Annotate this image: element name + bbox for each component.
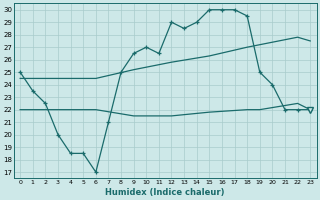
X-axis label: Humidex (Indice chaleur): Humidex (Indice chaleur) [106,188,225,197]
